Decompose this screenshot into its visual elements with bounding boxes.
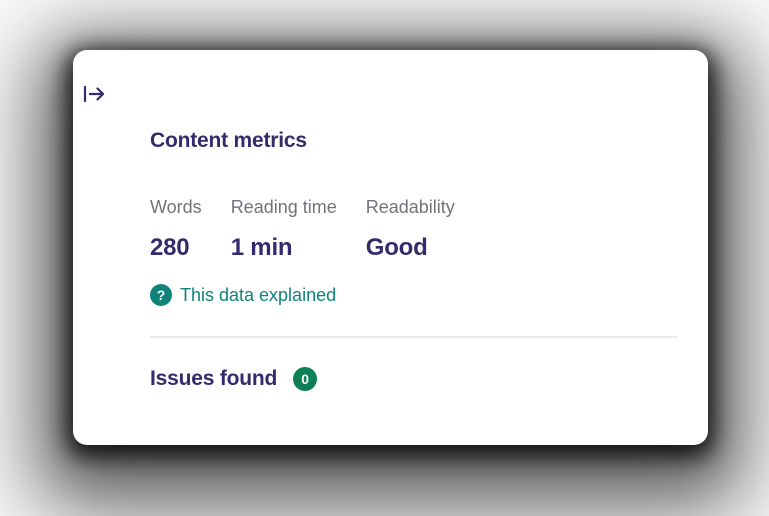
collapse-panel-button[interactable] bbox=[79, 82, 110, 106]
metric-words-label: Words bbox=[150, 197, 202, 217]
metric-words-value: 280 bbox=[150, 234, 190, 261]
panel-content: Content metrics Words 280 Reading time 1… bbox=[73, 50, 708, 392]
content-metrics-title: Content metrics bbox=[150, 129, 307, 152]
metric-reading-time: Reading time 1 min bbox=[231, 196, 337, 262]
section-divider bbox=[150, 336, 677, 338]
metrics-row: Words 280 Reading time 1 min Readability… bbox=[150, 196, 677, 262]
data-explained-link[interactable]: ? This data explained bbox=[150, 284, 336, 306]
metric-readability-value: Good bbox=[365, 234, 428, 261]
metric-readability-label: Readability bbox=[365, 197, 455, 217]
metric-words: Words 280 bbox=[150, 196, 202, 262]
issues-found-row: Issues found 0 bbox=[150, 366, 677, 392]
metric-reading-time-label: Reading time bbox=[230, 197, 337, 217]
data-explained-link-label: This data explained bbox=[180, 285, 337, 305]
question-mark-icon: ? bbox=[150, 284, 172, 306]
content-metrics-panel: Content metrics Words 280 Reading time 1… bbox=[73, 50, 708, 445]
metric-reading-time-value: 1 min bbox=[230, 234, 293, 261]
issues-found-title: Issues found bbox=[150, 367, 278, 390]
expand-panel-right-icon bbox=[83, 85, 105, 103]
metric-readability: Readability Good bbox=[366, 196, 455, 262]
issues-count-badge: 0 bbox=[293, 367, 318, 391]
